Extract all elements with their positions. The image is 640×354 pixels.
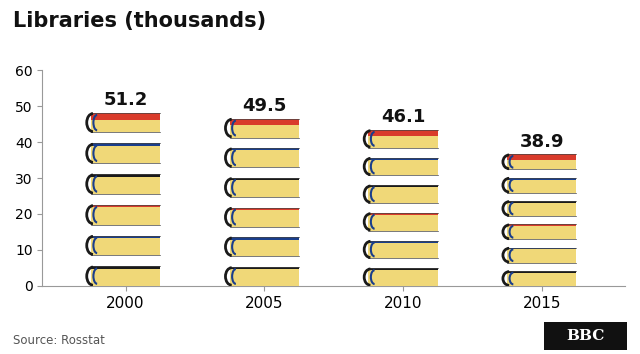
Bar	[230, 207, 299, 210]
Bar	[91, 113, 160, 132]
Bar	[369, 268, 438, 286]
Bar	[91, 266, 160, 269]
Bar	[507, 224, 577, 226]
Bar	[230, 119, 299, 121]
Bar	[369, 213, 438, 215]
Bar	[91, 236, 160, 238]
Text: Source: Rosstat: Source: Rosstat	[13, 334, 105, 347]
Bar	[369, 241, 438, 258]
Bar	[230, 237, 299, 240]
Bar	[230, 267, 299, 269]
Bar	[230, 178, 299, 197]
Bar	[230, 237, 299, 256]
Bar	[507, 154, 577, 160]
Text: 46.1: 46.1	[381, 108, 425, 126]
Bar	[507, 154, 577, 156]
Bar	[369, 158, 438, 175]
Bar	[507, 248, 577, 263]
Bar	[369, 185, 438, 188]
Bar	[507, 224, 577, 239]
Bar	[91, 113, 160, 115]
Bar	[91, 205, 160, 224]
Bar	[507, 248, 577, 250]
Text: 49.5: 49.5	[242, 97, 287, 115]
Bar	[91, 113, 160, 120]
Text: 38.9: 38.9	[520, 133, 564, 151]
Bar	[230, 148, 299, 167]
Bar	[91, 143, 160, 146]
Bar	[230, 178, 299, 180]
Bar	[369, 130, 438, 136]
Bar	[507, 271, 577, 286]
Bar	[230, 267, 299, 286]
Bar	[369, 130, 438, 148]
Bar	[507, 201, 577, 203]
Bar	[507, 201, 577, 216]
Bar	[369, 185, 438, 203]
Bar	[91, 174, 160, 177]
Bar	[369, 268, 438, 270]
Bar	[91, 174, 160, 194]
Bar	[369, 213, 438, 231]
Bar	[91, 205, 160, 207]
Bar	[369, 158, 438, 160]
Bar	[230, 207, 299, 227]
Bar	[230, 148, 299, 150]
Bar	[91, 236, 160, 255]
Text: BBC: BBC	[566, 329, 605, 343]
Bar	[369, 130, 438, 132]
Bar	[507, 271, 577, 273]
Bar	[507, 178, 577, 193]
Bar	[507, 154, 577, 169]
Bar	[91, 143, 160, 163]
Text: Libraries (thousands): Libraries (thousands)	[13, 11, 266, 30]
Bar	[230, 119, 299, 137]
Bar	[507, 178, 577, 179]
Text: 51.2: 51.2	[104, 91, 148, 109]
Bar	[91, 266, 160, 286]
Bar	[230, 119, 299, 125]
Bar	[369, 241, 438, 243]
